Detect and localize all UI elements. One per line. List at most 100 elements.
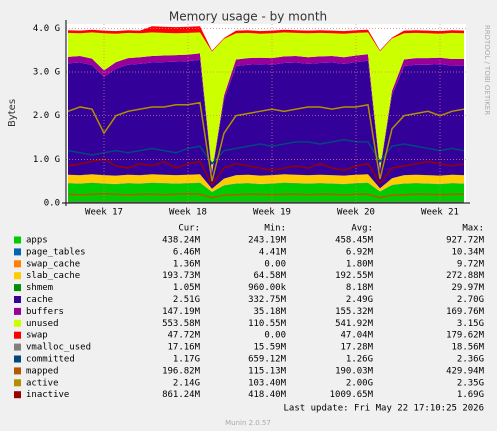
legend-value: 6.92M [346, 247, 374, 257]
legend-label: unused [26, 319, 59, 329]
legend-swatch [14, 379, 21, 387]
legend-value: 1.26G [346, 355, 373, 365]
area [68, 174, 464, 192]
legend-value: 1.05M [173, 283, 201, 293]
legend-value: 47.72M [167, 331, 200, 341]
side-label: RRDTOOL / TOBI OETIKER [483, 25, 491, 115]
y-tick-label: 1.0 G [33, 155, 60, 165]
legend-value: 1.80M [346, 259, 374, 269]
chart-title: Memory usage - by month [169, 10, 327, 24]
legend-label: cache [26, 295, 53, 305]
legend-value: 3.15G [457, 319, 484, 329]
y-tick-label: 3.0 G [33, 68, 60, 78]
legend-label: swap_cache [26, 259, 80, 269]
area [68, 32, 464, 172]
area [68, 182, 464, 193]
line [67, 101, 465, 182]
column-header: Cur: [178, 224, 200, 234]
legend-swatch [14, 355, 21, 363]
legend-value: 4.41M [259, 247, 287, 257]
legend-label: committed [26, 355, 75, 365]
legend-value: 1.69G [457, 390, 484, 400]
legend-value: 64.58M [253, 271, 286, 281]
legend-value: 17.28M [340, 343, 373, 353]
legend-value: 169.76M [446, 307, 485, 317]
legend-value: 2.51G [173, 295, 200, 305]
legend-swatch [14, 260, 21, 268]
legend-value: 418.40M [248, 390, 287, 400]
legend-value: 659.12M [248, 355, 287, 365]
area [68, 182, 464, 203]
legend-swatch [14, 236, 21, 244]
legend-label: buffers [26, 307, 64, 317]
legend-value: 2.70G [457, 295, 484, 305]
legend-swatch [14, 296, 21, 303]
y-tick-label: 4.0 G [33, 24, 60, 34]
legend-value: 429.94M [446, 366, 485, 376]
legend-value: 1.17G [173, 355, 200, 365]
column-header: Avg: [351, 224, 373, 234]
legend-value: 155.32M [335, 307, 374, 317]
legend-value: 541.92M [335, 319, 374, 329]
footer: Munin 2.0.57 [225, 419, 271, 427]
x-tick-label: Week 19 [253, 208, 291, 218]
legend-value: 6.46M [173, 247, 201, 257]
legend-value: 0.00 [264, 331, 286, 341]
line [67, 138, 465, 165]
legend-label: apps [26, 236, 48, 246]
legend-value: 192.55M [335, 271, 374, 281]
legend-swatch [14, 391, 21, 399]
area [68, 26, 464, 52]
legend-value: 553.58M [162, 319, 201, 329]
legend-value: 2.36G [457, 355, 484, 365]
legend-value: 110.55M [248, 319, 287, 329]
area [68, 59, 464, 189]
legend-value: 103.40M [248, 378, 287, 388]
legend-value: 927.72M [446, 236, 485, 246]
legend-value: 47.04M [340, 331, 373, 341]
x-tick-label: Week 20 [337, 208, 375, 218]
legend-value: 332.75M [248, 295, 287, 305]
x-tick-label: Week 21 [421, 208, 459, 218]
x-tick-label: Week 17 [85, 208, 123, 218]
column-header: Max: [462, 224, 484, 234]
legend-value: 196.82M [162, 366, 201, 376]
column-header: Min: [264, 224, 286, 234]
legend-value: 179.62M [446, 331, 485, 341]
legend-label: shmem [26, 283, 53, 293]
legend-swatch [14, 284, 21, 292]
legend-swatch [14, 272, 21, 280]
legend-value: 190.03M [335, 366, 374, 376]
legend-value: 960.00k [248, 283, 287, 293]
legend-value: 9.72M [457, 259, 485, 269]
x-tick-label: Week 18 [169, 208, 207, 218]
legend-value: 10.34M [451, 247, 484, 257]
legend-value: 243.19M [248, 236, 287, 246]
legend-label: active [26, 378, 59, 388]
legend-swatch [14, 319, 21, 327]
legend-value: 458.45M [335, 236, 374, 246]
legend-value: 2.35G [457, 378, 484, 388]
legend-value: 115.13M [248, 366, 287, 376]
legend-value: 2.00G [346, 378, 373, 388]
legend-label: vmalloc_used [26, 343, 91, 353]
legend-value: 35.18M [253, 307, 286, 317]
legend-value: 2.14G [173, 378, 200, 388]
legend-value: 0.00 [264, 259, 286, 269]
legend-swatch [14, 343, 21, 351]
legend-value: 2.49G [346, 295, 373, 305]
last-update: Last update: Fri May 22 17:10:25 2026 [284, 404, 484, 414]
legend-value: 861.24M [162, 390, 201, 400]
legend-value: 193.73M [162, 271, 201, 281]
legend-swatch [14, 367, 21, 375]
legend-label: slab_cache [26, 271, 80, 281]
y-tick-label: 0.0 [44, 199, 60, 209]
legend-value: 1.36M [173, 259, 201, 269]
legend-swatch [14, 248, 21, 256]
legend-value: 8.18M [346, 283, 374, 293]
legend-swatch [14, 331, 21, 339]
legend-label: inactive [26, 390, 69, 400]
legend-label: swap [26, 331, 48, 341]
legend-label: page_tables [26, 247, 86, 257]
